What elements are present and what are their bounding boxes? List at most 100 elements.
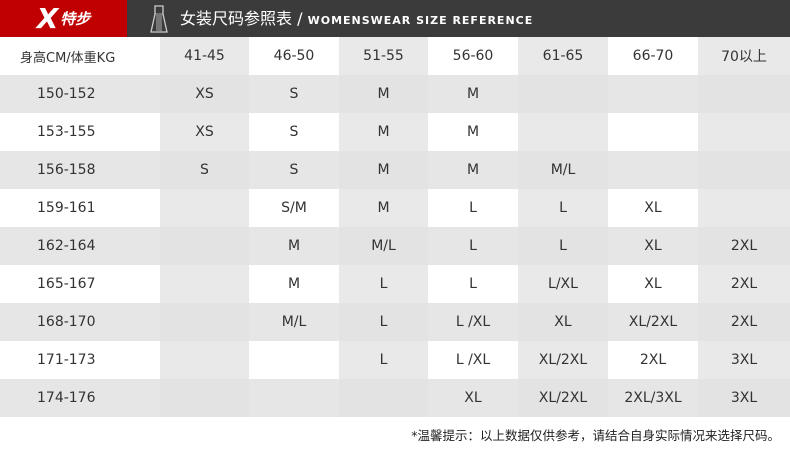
table-row: 150-152 XS S M M xyxy=(0,75,790,113)
table-cell: L /XL xyxy=(428,303,518,341)
table-cell xyxy=(160,379,249,417)
table-cell: 41-45 xyxy=(160,37,249,75)
cell-text: 3XL xyxy=(730,390,758,406)
cell-text: XS xyxy=(195,124,214,140)
table-cell: XL xyxy=(608,227,698,265)
cell-text: M xyxy=(377,86,390,102)
table-cell xyxy=(160,227,249,265)
row-header-cell: 162-164 xyxy=(0,227,160,265)
cell-text: 56-60 xyxy=(452,48,494,64)
table-cell: XL/2XL xyxy=(608,303,698,341)
table-cell: M xyxy=(249,265,339,303)
table-cell: M xyxy=(339,113,428,151)
header-bar: X 特步 女装尺码参照表 / WOMENSWEAR SIZE REFERENCE xyxy=(0,0,790,37)
row-header-cell: 171-173 xyxy=(0,341,160,379)
cell-text: L /XL xyxy=(455,314,491,330)
table-cell xyxy=(608,113,698,151)
table-cell: L xyxy=(428,189,518,227)
row-header-cell: 153-155 xyxy=(0,113,160,151)
table-header-row: 身高CM/体重KG 41-45 46-50 51-55 56-60 61-65 66-70 7… xyxy=(0,37,790,75)
cell-text: M xyxy=(377,200,390,216)
cell-text: 168-170 xyxy=(37,314,96,330)
table-cell: XL xyxy=(608,189,698,227)
cell-text: S/M xyxy=(281,200,307,216)
table-row: 162-164 M M/L L L XL 2XL xyxy=(0,227,790,265)
cell-text: XL xyxy=(644,238,662,254)
table-cell xyxy=(608,75,698,113)
table-row: 156-158 S S M M M/L xyxy=(0,151,790,189)
cell-text: 162-164 xyxy=(37,238,96,254)
row-header-cell: 身高CM/体重KG xyxy=(0,37,160,75)
table-row: 159-161 S/M M L L XL xyxy=(0,189,790,227)
table-cell xyxy=(160,341,249,379)
table-cell: 70以上 xyxy=(698,37,790,75)
table-cell: XL xyxy=(428,379,518,417)
table-cell: L xyxy=(339,265,428,303)
table-cell: XL xyxy=(608,265,698,303)
table-cell xyxy=(608,151,698,189)
cell-text: M xyxy=(377,124,390,140)
cell-text: S xyxy=(200,162,209,178)
table-cell: M xyxy=(339,75,428,113)
table-cell: S xyxy=(160,151,249,189)
cell-text: 3XL xyxy=(730,352,758,368)
cell-text: L xyxy=(379,276,388,292)
table-cell: L xyxy=(428,265,518,303)
table-cell: 3XL xyxy=(698,379,790,417)
cell-text: 2XL xyxy=(730,276,758,292)
table-row: 165-167 M L L L/XL XL 2XL xyxy=(0,265,790,303)
table-cell: L xyxy=(339,341,428,379)
table-cell: 2XL xyxy=(698,265,790,303)
table-cell: 2XL/3XL xyxy=(608,379,698,417)
cell-text: 46-50 xyxy=(273,48,315,64)
table-cell: XS xyxy=(160,75,249,113)
table-cell: 2XL xyxy=(608,341,698,379)
table-cell: XL xyxy=(518,303,608,341)
cell-text: M xyxy=(466,124,480,140)
table-cell: XL/2XL xyxy=(518,379,608,417)
dress-icon xyxy=(150,5,168,33)
cell-text: L xyxy=(469,276,477,292)
cell-text: 2XL xyxy=(730,238,758,254)
table-cell: L xyxy=(518,189,608,227)
table-cell xyxy=(160,303,249,341)
cell-text: M xyxy=(287,238,301,254)
table-cell: M xyxy=(249,227,339,265)
cell-text: 2XL xyxy=(730,314,758,330)
table-cell: M/L xyxy=(518,151,608,189)
row-header-cell: 159-161 xyxy=(0,189,160,227)
cell-text: M/L xyxy=(550,162,576,178)
table-cell xyxy=(160,189,249,227)
cell-text: XL xyxy=(554,314,572,330)
cell-text: M/L xyxy=(371,238,396,254)
cell-text: L xyxy=(379,352,388,368)
cell-text: XL/2XL xyxy=(628,314,678,330)
table-cell: XL/2XL xyxy=(518,341,608,379)
cell-text: 174-176 xyxy=(37,390,96,406)
table-cell: 3XL xyxy=(698,341,790,379)
table-cell xyxy=(249,379,339,417)
cell-text: 2XL/3XL xyxy=(624,390,682,406)
cell-text: 153-155 xyxy=(37,124,96,140)
cell-text: 159-161 xyxy=(37,200,96,216)
table-cell: S xyxy=(249,75,339,113)
cell-text: 身高CM/体重KG xyxy=(20,50,116,66)
cell-text: L/XL xyxy=(548,276,578,292)
table-cell xyxy=(698,75,790,113)
cell-text: XL xyxy=(464,390,482,406)
table-cell: S xyxy=(249,113,339,151)
cell-text: L xyxy=(559,238,567,254)
cell-text: XL xyxy=(644,200,662,216)
table-cell: 2XL xyxy=(698,303,790,341)
cell-text: M xyxy=(377,162,390,178)
cell-text: XS xyxy=(195,86,214,102)
table-cell: M xyxy=(339,189,428,227)
footer-note: *温馨提示：以上数据仅供参考，请结合自身实际情况来选择尺码。 xyxy=(411,428,780,443)
cell-text: 70以上 xyxy=(721,49,767,65)
table-row: 168-170 M/L L L /XL XL XL/2XL 2XL xyxy=(0,303,790,341)
table-row: 153-155 XS S M M xyxy=(0,113,790,151)
cell-text: XL xyxy=(644,276,662,292)
cell-text: 2XL xyxy=(639,352,667,368)
cell-text: 165-167 xyxy=(37,276,96,292)
cell-text: M xyxy=(466,162,480,178)
